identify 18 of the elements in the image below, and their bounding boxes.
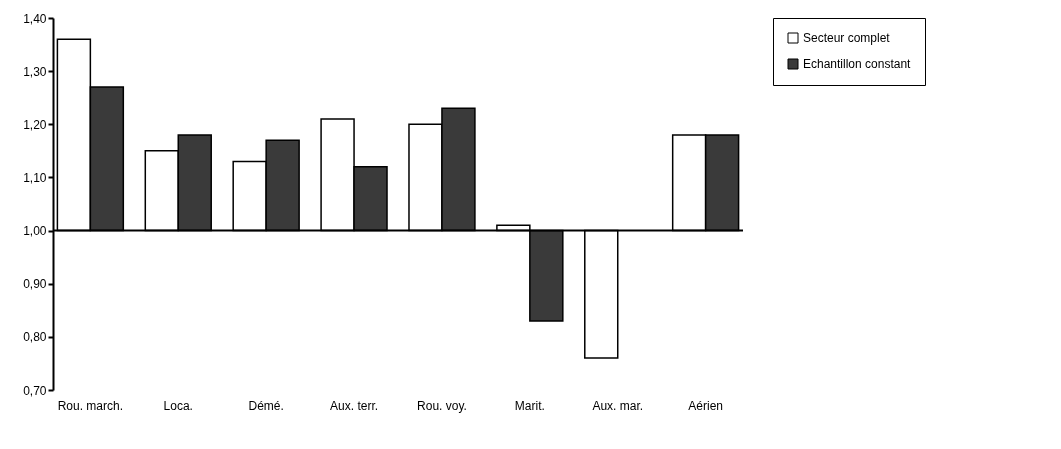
y-tick-label: 1,20 <box>23 117 47 132</box>
x-tick-label: Rou. voy. <box>417 398 467 413</box>
y-tick-label: 0,70 <box>23 383 47 398</box>
x-tick-label: Aux. mar. <box>592 398 644 413</box>
y-tick-label: 1,40 <box>23 11 47 26</box>
y-tick-label: 0,90 <box>23 277 47 292</box>
x-tick-label: Démé. <box>248 398 284 413</box>
x-tick-label: Rou. march. <box>57 398 124 413</box>
y-tick-label: 1,00 <box>23 224 47 239</box>
y-tick-label: 1,10 <box>23 170 47 185</box>
x-tick-label: Aérien <box>688 398 723 413</box>
legend-label: Echantillon constant <box>803 57 912 71</box>
x-tick-label: Loca. <box>163 398 193 413</box>
x-tick-label: Marit. <box>514 398 545 413</box>
legend-label: Secteur complet <box>803 31 891 45</box>
x-tick-label: Aux. terr. <box>330 398 379 413</box>
y-tick-label: 0,80 <box>23 330 47 345</box>
y-tick-label: 1,30 <box>23 64 47 79</box>
